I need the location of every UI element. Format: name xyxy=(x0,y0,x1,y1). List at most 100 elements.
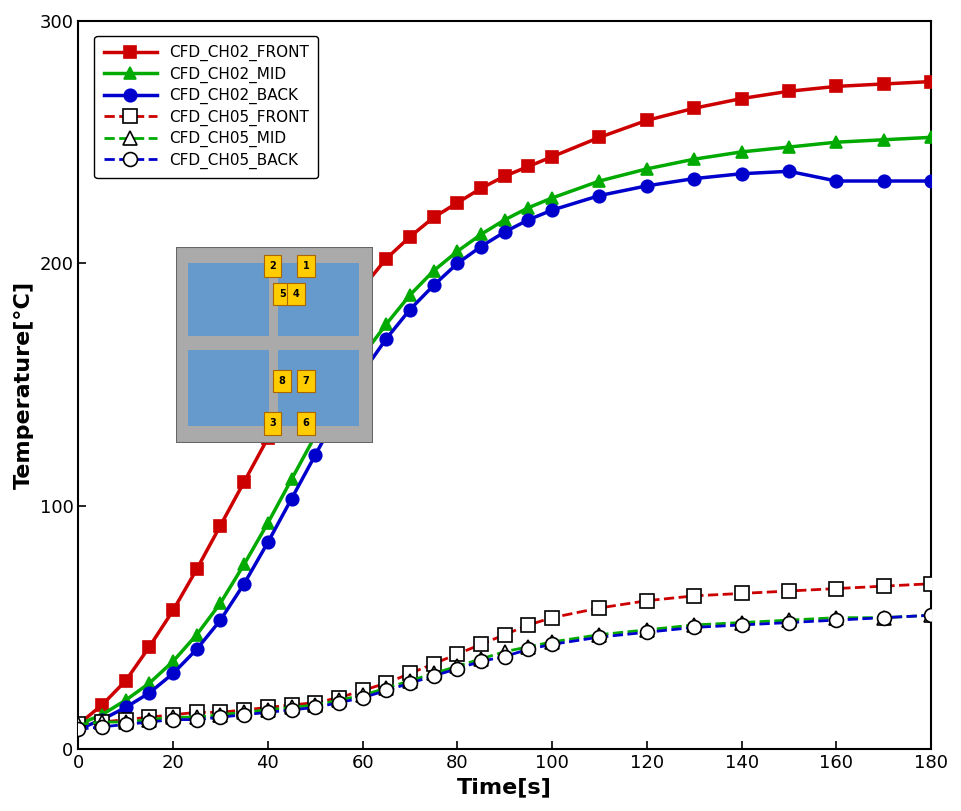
CFD_CH02_MID xyxy=(640,164,652,174)
CFD_CH02_FRONT xyxy=(428,212,439,222)
CFD_CH05_FRONT xyxy=(522,620,533,630)
CFD_CH02_BACK xyxy=(261,538,273,547)
CFD_CH02_BACK xyxy=(357,368,368,378)
CFD_CH02_MID xyxy=(357,351,368,361)
CFD_CH05_BACK xyxy=(214,712,226,722)
CFD_CH02_MID xyxy=(214,599,226,608)
CFD_CH05_BACK xyxy=(120,719,132,729)
CFD_CH05_FRONT xyxy=(167,710,179,719)
CFD_CH05_MID xyxy=(285,702,297,712)
CFD_CH05_MID xyxy=(593,630,604,640)
Line: CFD_CH05_FRONT: CFD_CH05_FRONT xyxy=(71,577,937,732)
CFD_CH02_MID xyxy=(261,518,273,528)
CFD_CH05_BACK xyxy=(381,685,392,695)
CFD_CH05_FRONT xyxy=(782,586,794,596)
CFD_CH02_FRONT xyxy=(924,77,936,87)
CFD_CH02_FRONT xyxy=(238,477,250,487)
CFD_CH02_BACK xyxy=(829,176,841,186)
Legend: CFD_CH02_FRONT, CFD_CH02_MID, CFD_CH02_BACK, CFD_CH05_FRONT, CFD_CH05_MID, CFD_C: CFD_CH02_FRONT, CFD_CH02_MID, CFD_CH02_B… xyxy=(94,36,318,178)
CFD_CH02_FRONT xyxy=(688,103,700,113)
CFD_CH05_FRONT xyxy=(214,707,226,717)
CFD_CH05_BACK xyxy=(191,714,203,724)
CFD_CH05_BACK xyxy=(404,678,415,688)
CFD_CH05_MID xyxy=(404,676,415,685)
CFD_CH02_BACK xyxy=(404,305,415,315)
CFD_CH02_MID xyxy=(191,630,203,640)
CFD_CH05_BACK xyxy=(428,671,439,680)
CFD_CH02_MID xyxy=(143,678,155,688)
CFD_CH05_BACK xyxy=(475,656,486,666)
CFD_CH02_MID xyxy=(782,142,794,152)
CFD_CH02_FRONT xyxy=(877,79,889,89)
CFD_CH02_FRONT xyxy=(381,254,392,264)
Line: CFD_CH02_MID: CFD_CH02_MID xyxy=(72,131,936,731)
CFD_CH05_MID xyxy=(143,714,155,724)
CFD_CH02_BACK xyxy=(735,169,747,178)
CFD_CH05_MID xyxy=(214,710,226,719)
CFD_CH05_BACK xyxy=(309,702,321,712)
CFD_CH05_MID xyxy=(120,717,132,727)
CFD_CH02_FRONT xyxy=(522,161,533,171)
CFD_CH05_FRONT xyxy=(191,707,203,717)
CFD_CH02_BACK xyxy=(96,714,108,724)
CFD_CH02_MID xyxy=(120,695,132,705)
CFD_CH02_FRONT xyxy=(143,642,155,652)
CFD_CH02_BACK xyxy=(333,406,344,416)
CFD_CH05_FRONT xyxy=(72,719,84,729)
CFD_CH02_MID xyxy=(167,656,179,666)
CFD_CH05_BACK xyxy=(285,705,297,714)
CFD_CH05_BACK xyxy=(143,717,155,727)
CFD_CH05_FRONT xyxy=(877,581,889,591)
CFD_CH02_FRONT xyxy=(546,152,557,161)
CFD_CH05_MID xyxy=(357,690,368,700)
CFD_CH02_FRONT xyxy=(333,312,344,322)
CFD_CH02_BACK xyxy=(640,181,652,191)
CFD_CH05_MID xyxy=(191,712,203,722)
CFD_CH05_BACK xyxy=(877,613,889,623)
CFD_CH05_MID xyxy=(333,695,344,705)
CFD_CH05_BACK xyxy=(451,663,462,673)
CFD_CH02_BACK xyxy=(877,176,889,186)
CFD_CH05_FRONT xyxy=(96,717,108,727)
CFD_CH02_FRONT xyxy=(285,387,297,397)
CFD_CH05_BACK xyxy=(167,714,179,724)
Line: CFD_CH02_BACK: CFD_CH02_BACK xyxy=(72,165,936,736)
CFD_CH05_FRONT xyxy=(499,630,510,640)
CFD_CH05_MID xyxy=(72,719,84,729)
CFD_CH02_MID xyxy=(451,247,462,256)
CFD_CH05_BACK xyxy=(782,618,794,628)
CFD_CH02_MID xyxy=(238,560,250,569)
CFD_CH02_BACK xyxy=(428,281,439,290)
CFD_CH02_FRONT xyxy=(96,700,108,710)
CFD_CH05_BACK xyxy=(72,724,84,734)
CFD_CH02_MID xyxy=(735,147,747,157)
CFD_CH05_MID xyxy=(522,642,533,652)
CFD_CH02_MID xyxy=(877,135,889,144)
CFD_CH02_FRONT xyxy=(120,676,132,685)
CFD_CH02_FRONT xyxy=(735,93,747,103)
Line: CFD_CH05_BACK: CFD_CH05_BACK xyxy=(71,608,937,736)
CFD_CH05_MID xyxy=(877,613,889,623)
CFD_CH02_BACK xyxy=(593,191,604,200)
CFD_CH05_FRONT xyxy=(924,579,936,589)
CFD_CH05_MID xyxy=(782,616,794,625)
CFD_CH05_BACK xyxy=(238,710,250,719)
CFD_CH05_BACK xyxy=(593,633,604,642)
CFD_CH02_MID xyxy=(829,137,841,147)
CFD_CH02_FRONT xyxy=(191,564,203,574)
CFD_CH05_BACK xyxy=(688,623,700,633)
CFD_CH02_FRONT xyxy=(829,82,841,92)
CFD_CH02_FRONT xyxy=(475,183,486,193)
CFD_CH02_MID xyxy=(309,431,321,440)
CFD_CH02_FRONT xyxy=(309,349,321,358)
CFD_CH05_FRONT xyxy=(333,693,344,702)
CFD_CH05_BACK xyxy=(735,620,747,630)
CFD_CH05_MID xyxy=(451,661,462,671)
CFD_CH05_MID xyxy=(546,637,557,647)
CFD_CH02_BACK xyxy=(191,645,203,654)
CFD_CH02_MID xyxy=(546,193,557,203)
CFD_CH05_FRONT xyxy=(735,589,747,599)
CFD_CH05_MID xyxy=(167,712,179,722)
CFD_CH02_BACK xyxy=(214,616,226,625)
CFD_CH02_MID xyxy=(522,203,533,212)
